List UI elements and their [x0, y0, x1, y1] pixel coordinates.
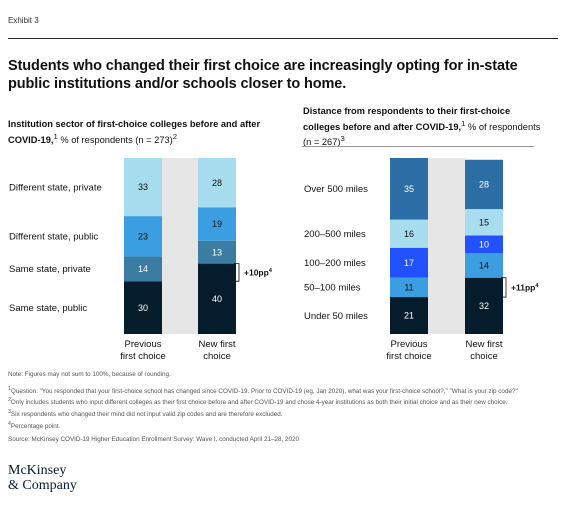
- footnote-note: Note: Figures may not sum to 100%, becau…: [8, 371, 171, 378]
- chart1-annotation-bracket: [234, 263, 240, 282]
- chart2-value-over-500-miles-previous: 35: [404, 184, 414, 194]
- footnote-1: 1Question: "You responded that your firs…: [8, 385, 563, 397]
- footnote-4: 4Percentage point.: [8, 420, 563, 432]
- chart1-bar-different-state-private-previous: [124, 158, 162, 217]
- footnote-4-text: Percentage point.: [10, 422, 61, 430]
- footnote-4-marker: 4: [8, 420, 11, 427]
- chart1-bar-same-state-private-new: [198, 240, 236, 264]
- chart1-category-different-state-private: Different state, private: [9, 182, 102, 193]
- chart2-title-main: Distance from respondents to their first…: [303, 106, 511, 132]
- chart2-value-200-500-miles-previous: 16: [404, 229, 414, 239]
- chart1-value-same-state-private-new: 13: [212, 247, 222, 257]
- chart1-bar-different-state-public-previous: [124, 216, 162, 257]
- chart1-xlabel-previous-line1: Previous: [125, 339, 162, 350]
- logo-line-2: & Company: [8, 478, 77, 493]
- chart1-bar-different-state-private-new: [198, 158, 236, 208]
- chart2-title-sup2: 3: [340, 134, 345, 144]
- footnote-3: 3Six respondents who changed their mind …: [8, 408, 563, 420]
- chart2-value-over-500-miles-new: 28: [479, 180, 489, 190]
- chart2-bar-over-500-miles-new: [465, 159, 503, 210]
- chart1-annotation: +10pp4: [244, 267, 273, 277]
- chart2-annotation: +11pp4: [511, 282, 539, 292]
- footnote-1-marker: 1: [8, 385, 11, 392]
- chart1-value-different-state-private-new: 28: [212, 178, 222, 188]
- chart1-value-different-state-public-previous: 23: [138, 232, 148, 242]
- logo-line-1: McKinsey: [8, 463, 67, 478]
- chart2-xlabel-previous-line2: first choice: [386, 351, 431, 362]
- chart2-value-100-200-miles-previous: 17: [404, 258, 414, 268]
- chart1-title-sup: 1: [53, 131, 58, 141]
- chart1-title: Institution sector of first-choice colle…: [8, 118, 263, 146]
- chart2-value-under-50-miles-new: 32: [479, 301, 489, 311]
- chart2-value-50-100-miles-previous: 11: [404, 283, 413, 293]
- footnote-2-marker: 2: [8, 397, 11, 404]
- chart2-category-over-500-miles: Over 500 miles: [304, 184, 368, 195]
- chart1-category-same-state-public: Same state, public: [9, 303, 87, 314]
- chart2-bar-100-200-miles-new: [465, 235, 503, 254]
- chart2-value-200-500-miles-new: 15: [479, 217, 489, 227]
- chart2-value-under-50-miles-previous: 21: [404, 311, 414, 321]
- footnote-1-text: Question: "You responded that your first…: [10, 387, 518, 395]
- chart1-connector-band: [162, 158, 198, 334]
- chart2-title-sup: 1: [461, 118, 466, 128]
- chart1-value-same-state-public-previous: 30: [138, 303, 148, 313]
- chart2-xlabel-previous-line1: Previous: [391, 339, 428, 350]
- chart1-category-different-state-public: Different state, public: [9, 232, 98, 243]
- footnote-2-text: Only includes students who input differe…: [10, 399, 508, 407]
- chart1-title-sup2: 2: [172, 131, 178, 141]
- chart1-value-different-state-public-new: 19: [212, 219, 222, 229]
- chart2-category-100-200-miles: 100–200 miles: [304, 258, 366, 269]
- chart1-value-same-state-private-previous: 14: [138, 264, 148, 274]
- footnote-source: Source: McKinsey COVID-19 Higher Educati…: [8, 436, 299, 444]
- chart2-annotation-bracket: [501, 277, 507, 298]
- chart1-bar-different-state-public-new: [198, 207, 236, 241]
- chart2-category-50-100-miles: 50–100 miles: [304, 283, 361, 294]
- chart1-value-same-state-public-new: 40: [212, 294, 222, 304]
- chart2-title-rest: % of respondents (n = 267): [303, 121, 541, 148]
- chart2-xlabel-new-line2: choice: [470, 351, 497, 362]
- chart2-value-100-200-miles-new: 10: [479, 239, 489, 249]
- chart2-category-under-50-miles: Under 50 miles: [304, 311, 368, 322]
- chart2-value-50-100-miles-new: 14: [479, 261, 489, 271]
- footnote-3-marker: 3: [8, 408, 11, 415]
- chart2-bar-50-100-miles-new: [465, 253, 503, 278]
- exhibit-label: Exhibit 3: [8, 16, 39, 25]
- chart1-bar-same-state-public-new: [198, 263, 236, 334]
- chart1-bar-same-state-private-previous: [124, 256, 162, 282]
- chart2-bar-50-100-miles-previous: [390, 277, 428, 298]
- chart2-bar-200-500-miles-previous: [390, 219, 428, 248]
- chart2-bar-under-50-miles-previous: [390, 297, 428, 334]
- chart2-title: Distance from respondents to their first…: [303, 105, 543, 149]
- chart2-divider: [302, 146, 534, 147]
- mckinsey-logo: McKinsey & Company: [8, 463, 77, 493]
- chart1-value-different-state-private-previous: 33: [138, 182, 148, 192]
- chart1-xlabel-new-line2: choice: [203, 351, 230, 362]
- chart1-xlabel-previous-line2: first choice: [120, 351, 165, 362]
- footnote-2: 2Only includes students who input differ…: [8, 396, 563, 408]
- chart1-title-main: Institution sector of first-choice colle…: [8, 119, 261, 145]
- chart1-title-rest: % of respondents (n = 273): [57, 134, 173, 145]
- headline: Students who changed their first choice …: [8, 58, 518, 92]
- chart1-xlabel-new-line1: New first: [199, 339, 236, 350]
- footnotes: Note: Figures may not sum to 100%, becau…: [8, 371, 563, 445]
- footnote-3-text: Six respondents who changed their mind d…: [10, 411, 283, 419]
- chart2-bar-over-500-miles-previous: [390, 158, 428, 220]
- chart2-bar-under-50-miles-new: [465, 277, 503, 334]
- chart2-bar-100-200-miles-previous: [390, 247, 428, 278]
- chart2-category-200-500-miles: 200–500 miles: [304, 229, 366, 240]
- chart2-connector-band: [428, 158, 465, 334]
- chart1-category-same-state-private: Same state, private: [9, 264, 91, 275]
- chart2-xlabel-new-line1: New first: [466, 339, 503, 350]
- chart2-bar-200-500-miles-new: [465, 209, 503, 236]
- top-divider: [8, 38, 558, 39]
- chart1-bar-same-state-public-previous: [124, 281, 162, 334]
